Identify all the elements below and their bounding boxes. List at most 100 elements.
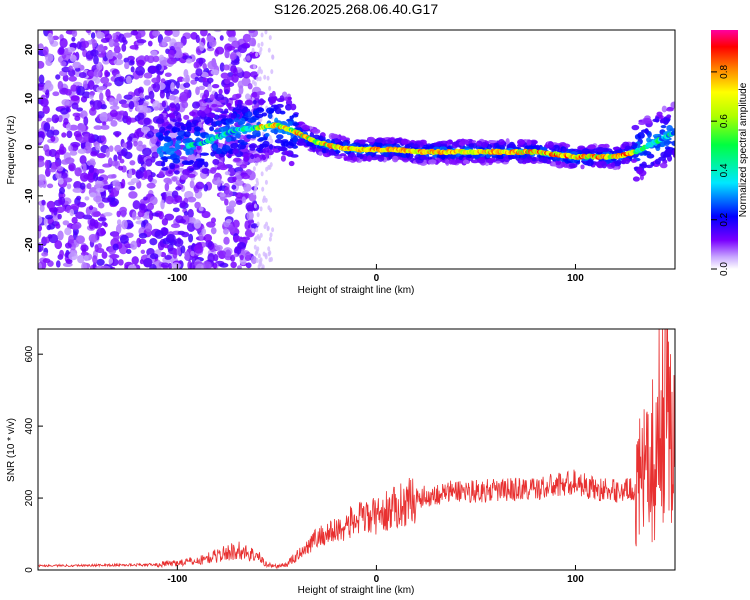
heatmap-cell	[140, 249, 146, 254]
heatmap-cell	[183, 82, 191, 88]
heatmap-cell	[43, 122, 51, 132]
heatmap-cell	[199, 41, 205, 52]
heatmap-cell	[108, 145, 114, 153]
heatmap-cell	[256, 221, 260, 227]
heatmap-cell	[160, 262, 170, 268]
heatmap-cell	[187, 173, 196, 178]
heatmap-cell	[51, 114, 60, 124]
heatmap-cell	[70, 84, 78, 92]
heatmap-cell	[208, 38, 217, 48]
heatmap-cell	[74, 67, 81, 72]
heatmap-cell	[458, 155, 463, 161]
heatmap-cell	[169, 102, 176, 109]
heatmap-cell	[95, 144, 101, 151]
heatmap-cell	[45, 89, 50, 99]
heatmap-cell	[377, 155, 385, 162]
colorbar-tick-label: 0.0	[719, 262, 730, 276]
heatmap-cell	[45, 214, 54, 220]
heatmap-cell	[311, 144, 317, 150]
heatmap-cell	[264, 179, 268, 185]
heatmap-cell	[128, 60, 135, 66]
heatmap-cell	[188, 233, 194, 243]
heatmap-cell	[160, 156, 169, 161]
heatmap-cell	[170, 223, 181, 229]
heatmap-cell	[57, 213, 62, 220]
heatmap-cell	[124, 61, 130, 70]
heatmap-cell	[230, 51, 237, 60]
heatmap-cell	[190, 250, 195, 257]
heatmap-cell	[234, 180, 245, 186]
heatmap-cell	[219, 262, 229, 268]
heatmap-cell	[466, 154, 472, 159]
heatmap-cell	[222, 126, 229, 133]
heatmap-cell	[77, 148, 87, 154]
heatmap-cell	[663, 139, 670, 147]
heatmap-cell	[175, 140, 182, 144]
heatmap-cell	[268, 257, 272, 263]
heatmap-cell	[359, 139, 368, 143]
heatmap-cell	[210, 227, 217, 235]
heatmap-cell	[38, 110, 45, 119]
heatmap-cell	[127, 264, 137, 269]
heatmap-cell	[63, 47, 69, 55]
heatmap-cell	[268, 164, 272, 170]
heatmap-cell	[249, 143, 258, 149]
heatmap-cell	[165, 195, 174, 205]
heatmap-cell	[271, 90, 276, 98]
heatmap-cell	[285, 103, 292, 111]
heatmap-cell	[43, 217, 48, 227]
heatmap-cell	[270, 69, 274, 75]
heatmap-cell	[109, 105, 120, 111]
heatmap-cell	[283, 140, 290, 147]
spectrogram-x-axis-label: Height of straight line (km)	[298, 285, 415, 296]
heatmap-cell	[259, 232, 263, 238]
heatmap-cell	[632, 176, 640, 182]
heatmap-cell	[152, 30, 161, 37]
heatmap-cell	[176, 135, 183, 142]
heatmap-cell	[120, 211, 127, 218]
heatmap-cell	[130, 66, 135, 73]
heatmap-cell	[63, 177, 73, 183]
heatmap-cell	[105, 88, 111, 98]
heatmap-cell	[82, 163, 87, 173]
heatmap-cell	[61, 99, 70, 106]
heatmap-cell	[462, 159, 470, 165]
heatmap-cell	[161, 161, 166, 167]
heatmap-cell	[142, 105, 148, 113]
heatmap-cell	[216, 177, 222, 187]
heatmap-cell	[98, 85, 108, 91]
heatmap-cell	[145, 158, 153, 167]
heatmap-cell	[224, 88, 230, 95]
heatmap-cell	[219, 192, 226, 197]
heatmap-cell	[144, 95, 150, 100]
heatmap-cell	[232, 219, 240, 228]
heatmap-cell	[258, 76, 262, 82]
heatmap-cell	[185, 121, 192, 129]
heatmap-cell	[581, 148, 590, 156]
heatmap-cell	[342, 141, 348, 146]
snr-x-ticks: -100 0 100	[167, 565, 584, 585]
heatmap-cell	[526, 139, 532, 147]
heatmap-cell	[211, 103, 218, 108]
heatmap-cell	[66, 183, 72, 190]
colorbar-tick-label: 0.8	[719, 64, 730, 78]
heatmap-cell	[136, 112, 145, 120]
heatmap-cell	[113, 154, 118, 163]
heatmap-cell	[207, 253, 215, 263]
heatmap-cell	[55, 74, 61, 80]
heatmap-cell	[77, 201, 87, 208]
heatmap-cell	[50, 136, 56, 142]
heatmap-cells	[38, 30, 675, 269]
heatmap-cell	[215, 147, 222, 155]
heatmap-cell	[168, 113, 176, 119]
heatmap-cell	[213, 129, 222, 133]
heatmap-cell	[245, 93, 251, 100]
heatmap-cell	[258, 50, 262, 56]
heatmap-cell	[221, 145, 231, 152]
heatmap-cell	[193, 61, 200, 69]
heatmap-cell	[232, 176, 237, 183]
heatmap-cell	[163, 142, 171, 148]
heatmap-cell	[176, 246, 182, 256]
heatmap-cell	[314, 147, 320, 152]
heatmap-cell	[163, 244, 169, 249]
